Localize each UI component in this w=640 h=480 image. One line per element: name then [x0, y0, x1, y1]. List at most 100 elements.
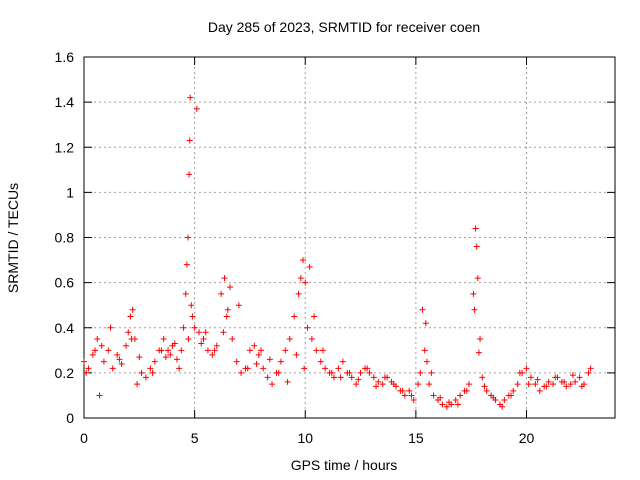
- data-point: [193, 105, 200, 112]
- data-point: [167, 351, 174, 358]
- grid: [84, 57, 615, 418]
- data-point: [186, 171, 193, 178]
- data-point: [536, 387, 543, 394]
- data-point: [98, 342, 105, 349]
- data-point: [246, 347, 253, 354]
- data-point: [149, 369, 156, 376]
- data-point: [147, 365, 154, 372]
- data-point: [185, 336, 192, 343]
- data-point: [366, 369, 373, 376]
- data-point: [284, 378, 291, 385]
- data-point: [408, 392, 415, 399]
- data-point: [235, 302, 242, 309]
- data-point: [253, 360, 260, 367]
- x-tick-label: 5: [191, 430, 199, 446]
- data-point: [576, 374, 583, 381]
- data-point: [162, 354, 169, 361]
- data-point: [585, 369, 592, 376]
- data-point: [587, 365, 594, 372]
- data-point: [471, 306, 478, 313]
- data-point: [251, 342, 258, 349]
- data-point: [346, 369, 353, 376]
- data-point: [353, 381, 360, 388]
- data-point: [406, 387, 413, 394]
- data-point: [233, 358, 240, 365]
- data-point: [255, 351, 262, 358]
- data-point: [213, 342, 220, 349]
- data-point: [313, 347, 320, 354]
- data-point: [114, 351, 121, 358]
- data-point: [295, 290, 302, 297]
- data-point: [381, 374, 388, 381]
- data-point: [244, 365, 251, 372]
- ticks: 0 0.2 0.4 0.6 0.8 1 1.2 1.4 1.6 0 5 10 15 20: [55, 49, 615, 446]
- data-point: [510, 387, 517, 394]
- data-point: [364, 365, 371, 372]
- y-axis-label: SRMTID / TECUs: [5, 183, 21, 293]
- data-point: [373, 383, 380, 390]
- data-point: [221, 275, 228, 282]
- data-point: [578, 383, 585, 390]
- data-point: [319, 347, 326, 354]
- data-point: [419, 306, 426, 313]
- y-tick-label: 1.2: [55, 139, 75, 155]
- data-point: [572, 378, 579, 385]
- data-point: [204, 347, 211, 354]
- data-point: [532, 381, 539, 388]
- data-point: [357, 369, 364, 376]
- data-point: [264, 374, 271, 381]
- x-axis-label: GPS time / hours: [291, 457, 398, 473]
- y-tick-label: 1: [66, 184, 74, 200]
- data-point: [508, 392, 515, 399]
- data-point: [523, 365, 530, 372]
- x-tick-label: 20: [519, 430, 535, 446]
- data-point: [269, 381, 276, 388]
- data-point: [463, 387, 470, 394]
- data-point: [501, 396, 508, 403]
- data-point: [379, 381, 386, 388]
- data-point: [138, 369, 145, 376]
- data-point: [209, 351, 216, 358]
- data-point: [151, 358, 158, 365]
- data-point: [550, 381, 557, 388]
- data-point: [83, 369, 90, 376]
- data-point: [335, 365, 342, 372]
- data-point: [561, 378, 568, 385]
- data-point: [479, 374, 486, 381]
- data-point: [211, 347, 218, 354]
- data-point: [198, 340, 205, 347]
- data-point: [227, 284, 234, 291]
- data-point: [337, 374, 344, 381]
- y-tick-label: 0.6: [55, 275, 75, 291]
- data-point: [128, 336, 135, 343]
- data-point: [160, 336, 167, 343]
- data-point: [258, 347, 264, 354]
- data-point: [439, 401, 446, 408]
- data-point: [328, 369, 335, 376]
- data-point: [142, 374, 149, 381]
- data-point: [339, 358, 346, 365]
- data-point: [94, 336, 101, 343]
- data-point: [202, 329, 209, 336]
- y-tick-label: 0: [66, 410, 74, 426]
- data-point: [355, 376, 362, 383]
- data-point: [534, 376, 541, 383]
- data-point: [96, 392, 103, 399]
- x-tick-label: 0: [80, 430, 88, 446]
- data-point: [85, 365, 92, 372]
- data-point: [474, 275, 481, 282]
- data-point: [136, 354, 143, 361]
- data-point: [89, 351, 96, 358]
- x-tick-label: 10: [297, 430, 313, 446]
- data-point: [422, 320, 429, 327]
- data-point: [275, 369, 282, 376]
- data-point: [443, 403, 450, 410]
- data-point: [173, 356, 180, 363]
- data-point: [454, 401, 461, 408]
- data-point: [481, 383, 488, 390]
- data-point: [229, 336, 236, 343]
- data-point: [188, 302, 195, 309]
- y-tick-label: 0.8: [55, 230, 75, 246]
